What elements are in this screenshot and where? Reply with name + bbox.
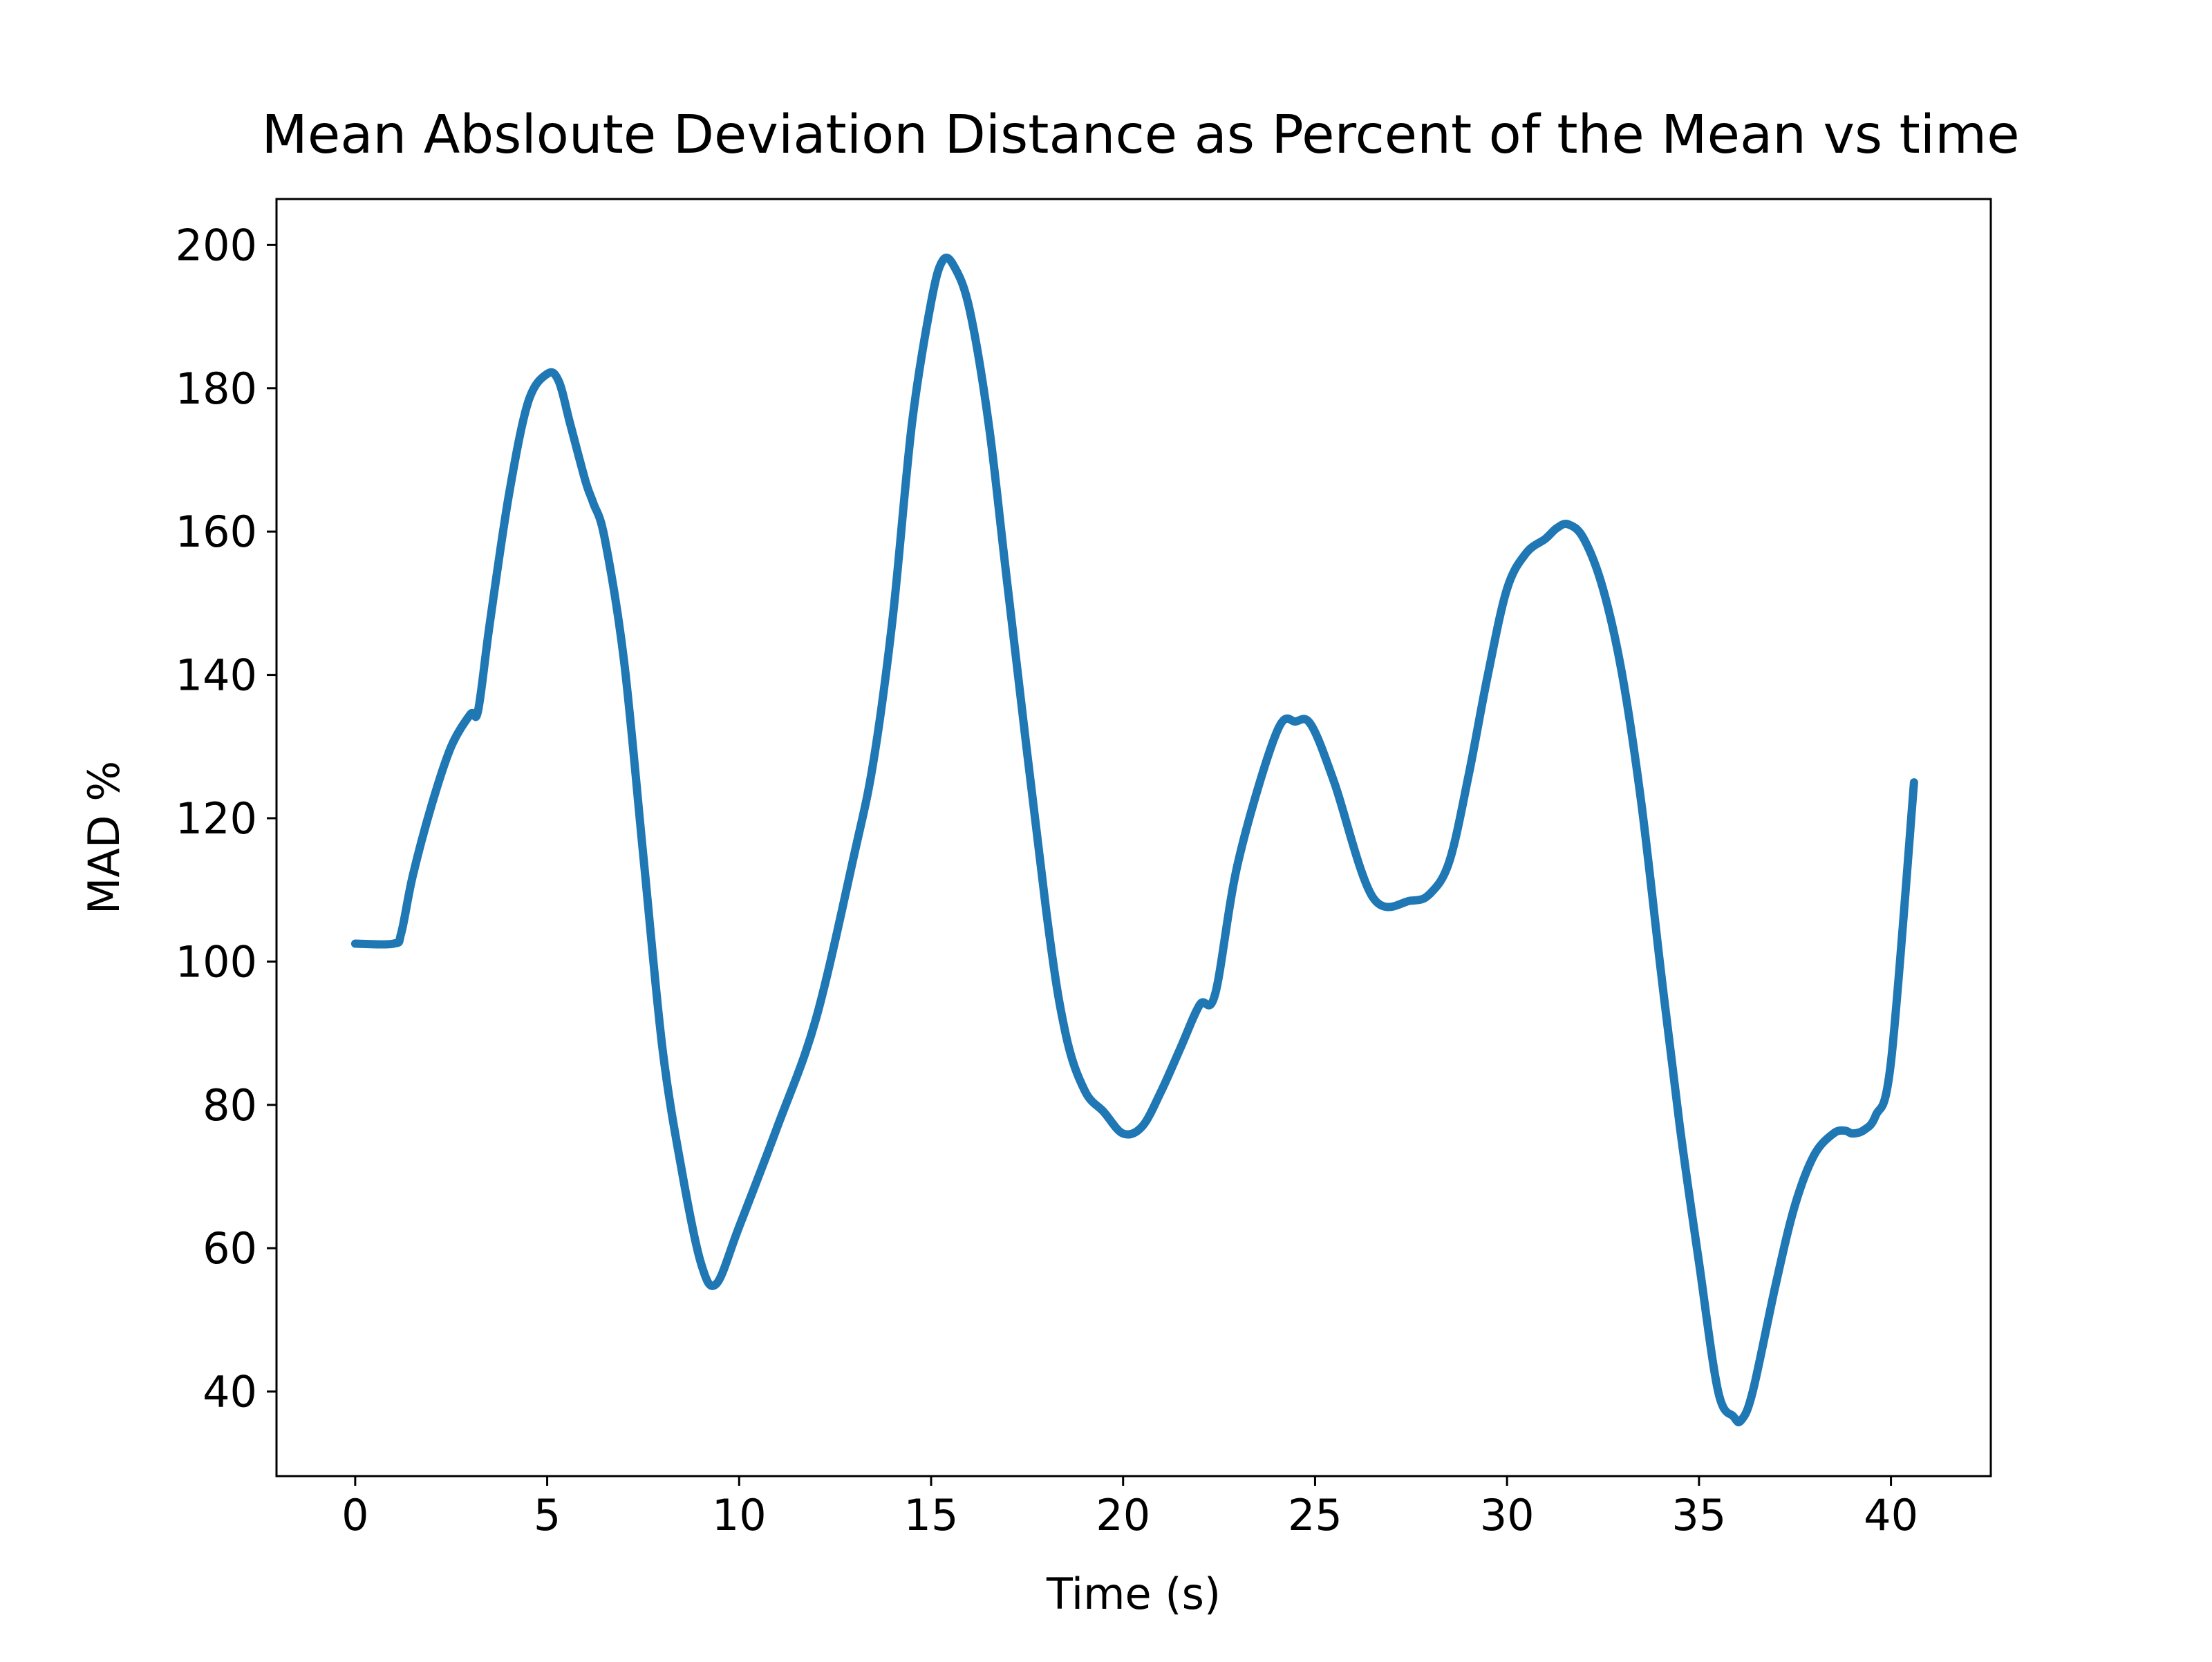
chart-title: Mean Absloute Deviation Distance as Perc… [261, 104, 2019, 166]
x-tick-label: 5 [534, 1490, 561, 1540]
x-tick-label: 40 [1864, 1490, 1918, 1540]
x-tick-label: 25 [1288, 1490, 1342, 1540]
series-line [350, 253, 1918, 1426]
series-layer [350, 253, 1918, 1426]
y-tick-label: 100 [176, 936, 257, 987]
y-tick-label: 180 [176, 363, 257, 414]
x-tick-label: 15 [904, 1490, 959, 1540]
y-tick-label: 200 [176, 220, 257, 270]
x-tick-label: 10 [712, 1490, 767, 1540]
y-tick-label: 80 [203, 1080, 257, 1131]
y-tick-label: 140 [176, 650, 257, 701]
x-tick-label: 35 [1671, 1490, 1726, 1540]
x-axis-label: Time (s) [1046, 1569, 1221, 1619]
y-tick-label: 60 [203, 1223, 257, 1274]
x-tick-label: 30 [1480, 1490, 1535, 1540]
y-tick-label: 120 [176, 793, 257, 844]
x-tick-label: 0 [341, 1490, 368, 1540]
plot-frame [275, 198, 1992, 1477]
axis-ticks: 0 5 10 15 20 25 30 35 40 40 60 80 100 120 140 160 180 200 [176, 220, 1918, 1540]
y-axis-label: MAD % [79, 761, 129, 914]
y-tick-label: 160 [176, 507, 257, 557]
y-tick-label: 40 [203, 1367, 257, 1417]
x-tick-label: 20 [1096, 1490, 1150, 1540]
